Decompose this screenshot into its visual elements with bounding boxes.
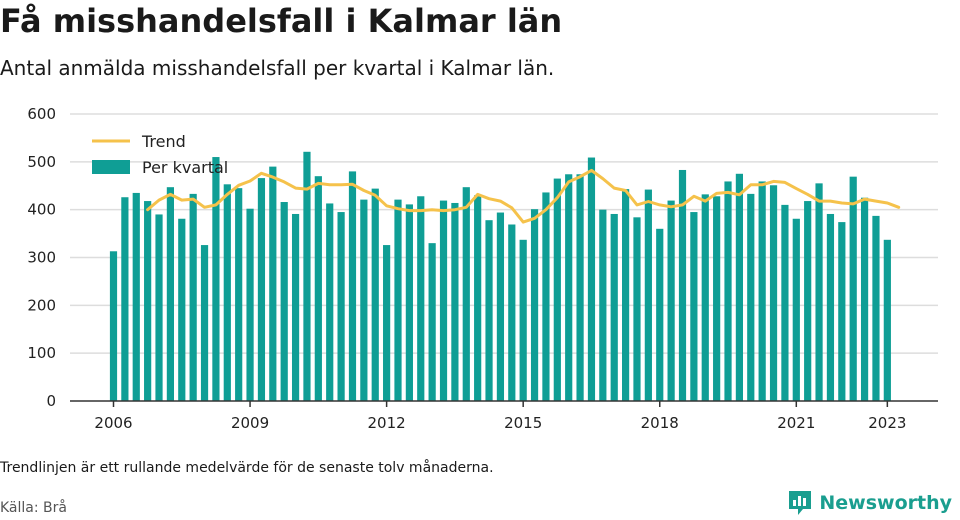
y-tick-label: 100 (27, 344, 56, 362)
bar (826, 213, 835, 401)
bar (849, 176, 857, 401)
legend-trend-label: Trend (141, 132, 186, 151)
x-tick-label: 2018 (641, 414, 679, 432)
bar (235, 188, 243, 401)
bar (166, 187, 174, 401)
x-tick-label: 2006 (94, 414, 132, 432)
trend-line (146, 168, 901, 224)
bar (656, 228, 664, 401)
y-tick-label: 600 (27, 105, 56, 123)
bar (587, 157, 596, 401)
bar (872, 215, 880, 401)
bar (735, 173, 743, 401)
bar (485, 220, 493, 401)
x-tick-label: 2023 (868, 414, 906, 432)
bar (815, 183, 823, 401)
y-tick-label: 500 (27, 153, 56, 171)
bar (109, 251, 118, 401)
bar (371, 188, 379, 401)
x-tick-label: 2012 (368, 414, 406, 432)
bar (792, 218, 800, 401)
bar (439, 200, 448, 401)
bar (599, 209, 607, 401)
bar (132, 192, 140, 401)
bar (713, 196, 721, 401)
bar (474, 195, 482, 401)
bar (155, 214, 163, 401)
bar (542, 192, 550, 401)
bar (769, 185, 778, 401)
brand-logo: Newsworthy (787, 489, 952, 517)
chart-subtitle: Antal anmälda misshandelsfall per kvarta… (0, 56, 555, 80)
bar (144, 201, 152, 401)
bar (860, 197, 869, 401)
bar (178, 218, 186, 401)
source-label: Källa: Brå (0, 500, 67, 516)
chart-title: Få misshandelsfall i Kalmar län (0, 2, 563, 40)
bar (405, 204, 413, 401)
bar (451, 202, 459, 401)
bar (462, 187, 470, 401)
bar (428, 243, 436, 401)
x-tick-label: 2021 (777, 414, 815, 432)
bar-line-chart: 0 100 200 300 400 500 600 2006 2009 2012 2015 2018 2… (27, 105, 938, 432)
bar (781, 204, 789, 401)
bar (883, 239, 891, 401)
bar (690, 212, 698, 401)
legend-bar-label: Per kvartal (142, 158, 228, 177)
bar (121, 197, 129, 401)
bar (246, 208, 254, 401)
x-tick-label: 2015 (504, 414, 542, 432)
bar (804, 201, 812, 401)
bar (622, 189, 630, 401)
bar (633, 217, 641, 401)
bar (417, 196, 425, 401)
bar (314, 176, 322, 401)
bar (291, 213, 300, 401)
x-tick-label: 2009 (231, 414, 269, 432)
bar (189, 193, 197, 401)
bar (394, 199, 402, 401)
y-tick-label: 0 (46, 392, 56, 410)
bar (508, 224, 516, 401)
bar (701, 194, 709, 401)
bar (838, 222, 846, 401)
bar (212, 157, 220, 401)
bar-series (109, 151, 891, 401)
bar (496, 212, 505, 401)
y-tick-label: 300 (27, 249, 56, 267)
bar (644, 189, 652, 401)
footnote: Trendlinjen är ett rullande medelvärde f… (0, 460, 494, 476)
bar (530, 209, 539, 401)
bar (758, 181, 766, 401)
bar (724, 181, 732, 401)
bar (257, 178, 266, 401)
bar (326, 203, 334, 401)
bar (747, 193, 755, 401)
bar (667, 200, 675, 401)
bar (200, 245, 209, 401)
bar (303, 151, 311, 401)
legend: Trend Per kvartal (92, 132, 228, 177)
bar (280, 202, 288, 401)
bar (519, 239, 527, 401)
bar (678, 169, 687, 401)
bar (337, 212, 345, 401)
legend-bar-swatch (92, 160, 130, 174)
brand-chart-icon (789, 491, 812, 515)
bar (610, 213, 618, 401)
bar (269, 166, 277, 401)
bar (360, 199, 368, 401)
y-tick-label: 200 (27, 296, 56, 314)
bar (576, 174, 584, 401)
y-tick-label: 400 (27, 201, 56, 219)
bar (565, 174, 573, 401)
bar (553, 178, 561, 401)
bar (383, 245, 391, 401)
axes: 0 100 200 300 400 500 600 2006 2009 2012 2015 2018 2… (27, 105, 938, 432)
brand-name: Newsworthy (819, 492, 952, 514)
bar (348, 171, 357, 401)
bar (223, 184, 231, 401)
trend-series (146, 168, 901, 224)
